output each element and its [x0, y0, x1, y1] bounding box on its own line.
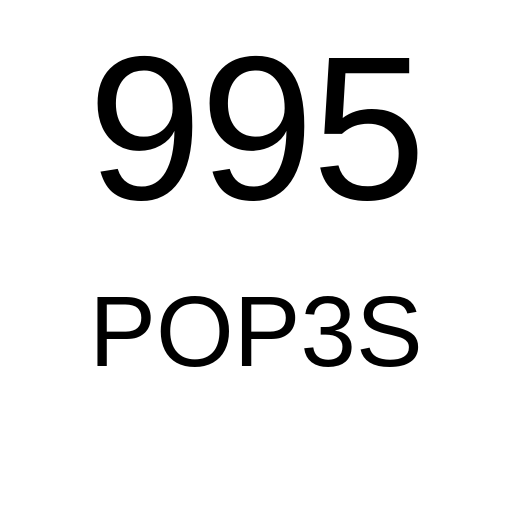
- protocol-name: POP3S: [89, 276, 423, 388]
- port-number: 995: [87, 14, 426, 243]
